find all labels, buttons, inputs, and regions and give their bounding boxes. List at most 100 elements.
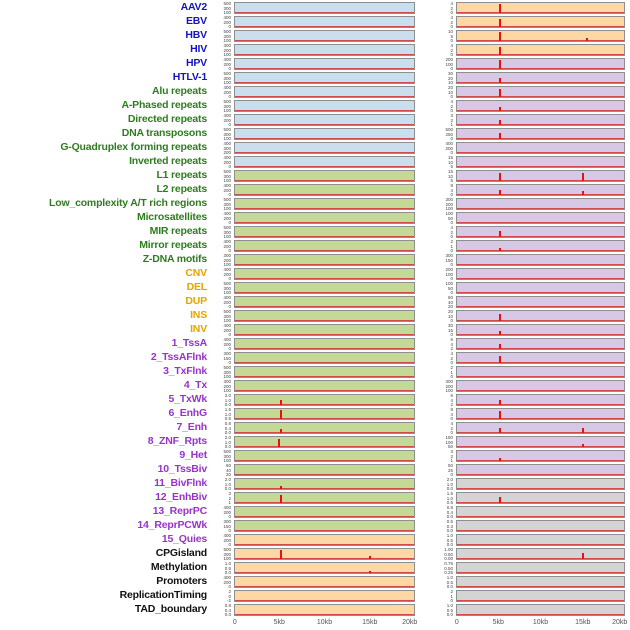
signal-baseline bbox=[457, 586, 624, 587]
signal-baseline bbox=[235, 278, 414, 279]
y-tick-label: 200 bbox=[223, 257, 231, 263]
y-axis-ticks: 1.5 1.0 0.5 bbox=[213, 407, 233, 420]
y-tick-label: 0 bbox=[450, 192, 453, 197]
track-panel bbox=[234, 450, 415, 462]
signal-baseline bbox=[457, 26, 624, 27]
feature-row: CPGisland 500 300 100 1.00 0.50 0.00 bbox=[0, 547, 630, 561]
y-tick-label: 100 bbox=[445, 61, 453, 67]
y-tick-label: 0 bbox=[228, 584, 231, 589]
signal-baseline bbox=[235, 600, 414, 601]
feature-row: 2_TssAFlnk 300 150 0 4 2 0 bbox=[0, 351, 630, 365]
y-axis-ticks: 500 300 100 bbox=[213, 127, 233, 140]
y-tick-label: 2 bbox=[450, 402, 453, 407]
y-tick-label: 100 bbox=[223, 374, 231, 379]
y-tick-label: 2.0 bbox=[224, 477, 231, 482]
y-tick-label: 30 bbox=[447, 71, 453, 76]
y-tick-label: 300 bbox=[223, 313, 231, 319]
y-tick-label: 0.5 bbox=[446, 537, 453, 543]
feature-row: 10_TssBiv 60 40 20 50 25 0 bbox=[0, 463, 630, 477]
y-tick-label: 0.0 bbox=[224, 444, 231, 449]
feature-row: 14_ReprPCWk 300 150 0 0.6 0.3 0.0 bbox=[0, 519, 630, 533]
y-tick-label: 300 bbox=[223, 351, 231, 356]
signal-baseline bbox=[235, 194, 414, 195]
track-panel bbox=[234, 338, 415, 350]
signal-baseline bbox=[235, 614, 414, 615]
signal-spike bbox=[279, 429, 282, 433]
feature-row: HBV 500 300 100 10 5 0 bbox=[0, 29, 630, 43]
feature-row: Microsatellites 400 200 0 100 50 0 bbox=[0, 211, 630, 225]
x-axis-tick: 20kb bbox=[402, 619, 418, 626]
y-tick-label: -2 bbox=[226, 598, 231, 603]
y-tick-label: 0.25 bbox=[444, 570, 453, 575]
y-tick-label: 15 bbox=[447, 155, 453, 160]
y-tick-label: 200 bbox=[223, 117, 231, 123]
y-tick-label: 15 bbox=[447, 169, 453, 174]
signal-baseline bbox=[457, 110, 624, 111]
signal-spike bbox=[498, 314, 501, 321]
y-tick-label: 1.0 bbox=[446, 533, 453, 538]
feature-row: 11_BivFlnk 2.0 1.0 0.0 2.0 1.0 0.0 bbox=[0, 477, 630, 491]
track-panel bbox=[456, 562, 625, 574]
y-axis-ticks: 100 50 0 bbox=[435, 281, 455, 294]
signal-spike bbox=[498, 3, 501, 13]
y-axis-ticks: 400 200 0 bbox=[213, 239, 233, 252]
y-axis-ticks: 500 300 100 bbox=[213, 281, 233, 294]
signal-baseline bbox=[235, 432, 414, 433]
signal-baseline bbox=[235, 404, 414, 405]
y-axis-ticks: 300 150 0 bbox=[213, 351, 233, 364]
y-axis-ticks: 0.6 0.3 0.0 bbox=[435, 519, 455, 532]
track-panel bbox=[234, 128, 415, 140]
y-tick-label: 200 bbox=[223, 341, 231, 347]
track-panel bbox=[234, 520, 415, 532]
y-tick-label: 1 bbox=[228, 500, 231, 505]
y-tick-label: 500 bbox=[445, 127, 453, 132]
y-tick-label: 1.0 bbox=[446, 481, 453, 487]
y-tick-label: 1.5 bbox=[446, 491, 453, 496]
track-panel bbox=[456, 506, 625, 518]
signal-baseline bbox=[457, 474, 624, 475]
y-tick-label: 300 bbox=[223, 519, 231, 524]
y-tick-label: 100 bbox=[223, 52, 231, 57]
y-tick-label: 1 bbox=[450, 369, 453, 375]
y-tick-label: 10 bbox=[447, 173, 453, 179]
track-panel bbox=[234, 72, 415, 84]
track-panel bbox=[456, 142, 625, 154]
y-tick-label: 400 bbox=[223, 533, 231, 538]
y-tick-label: 200 bbox=[223, 271, 231, 277]
track-panel bbox=[456, 268, 625, 280]
track-panel bbox=[456, 310, 625, 322]
y-tick-label: 60 bbox=[447, 295, 453, 300]
y-tick-label: 0.5 bbox=[446, 579, 453, 585]
signal-baseline bbox=[457, 222, 624, 223]
track-panel bbox=[234, 394, 415, 406]
row-label: EBV bbox=[186, 15, 207, 27]
y-tick-label: 200 bbox=[445, 57, 453, 62]
signal-baseline bbox=[235, 418, 414, 419]
y-tick-label: 250 bbox=[445, 131, 453, 137]
row-label: Z-DNA motifs bbox=[142, 253, 207, 265]
track-panel bbox=[456, 338, 625, 350]
y-tick-label: 300 bbox=[445, 253, 453, 258]
track-panel bbox=[234, 114, 415, 126]
feature-row: 15_Quies 400 200 0 1.0 0.5 0.0 bbox=[0, 533, 630, 547]
track-panel bbox=[234, 58, 415, 70]
y-tick-label: 0 bbox=[228, 122, 231, 127]
y-tick-label: 300 bbox=[445, 197, 453, 202]
y-tick-label: 200 bbox=[223, 61, 231, 67]
signal-baseline bbox=[235, 390, 414, 391]
y-tick-label: 1.0 bbox=[446, 575, 453, 580]
signal-baseline bbox=[457, 194, 624, 195]
y-tick-label: 4 bbox=[450, 351, 453, 356]
signal-baseline bbox=[235, 222, 414, 223]
feature-row: 4_Tx 300 200 100 300 200 100 bbox=[0, 379, 630, 393]
signal-baseline bbox=[235, 544, 414, 545]
track-panel bbox=[456, 366, 625, 378]
signal-baseline bbox=[235, 348, 414, 349]
y-tick-label: 300 bbox=[223, 75, 231, 81]
row-label: CNV bbox=[185, 267, 207, 279]
y-tick-label: 100 bbox=[445, 211, 453, 216]
track-panel bbox=[456, 422, 625, 434]
